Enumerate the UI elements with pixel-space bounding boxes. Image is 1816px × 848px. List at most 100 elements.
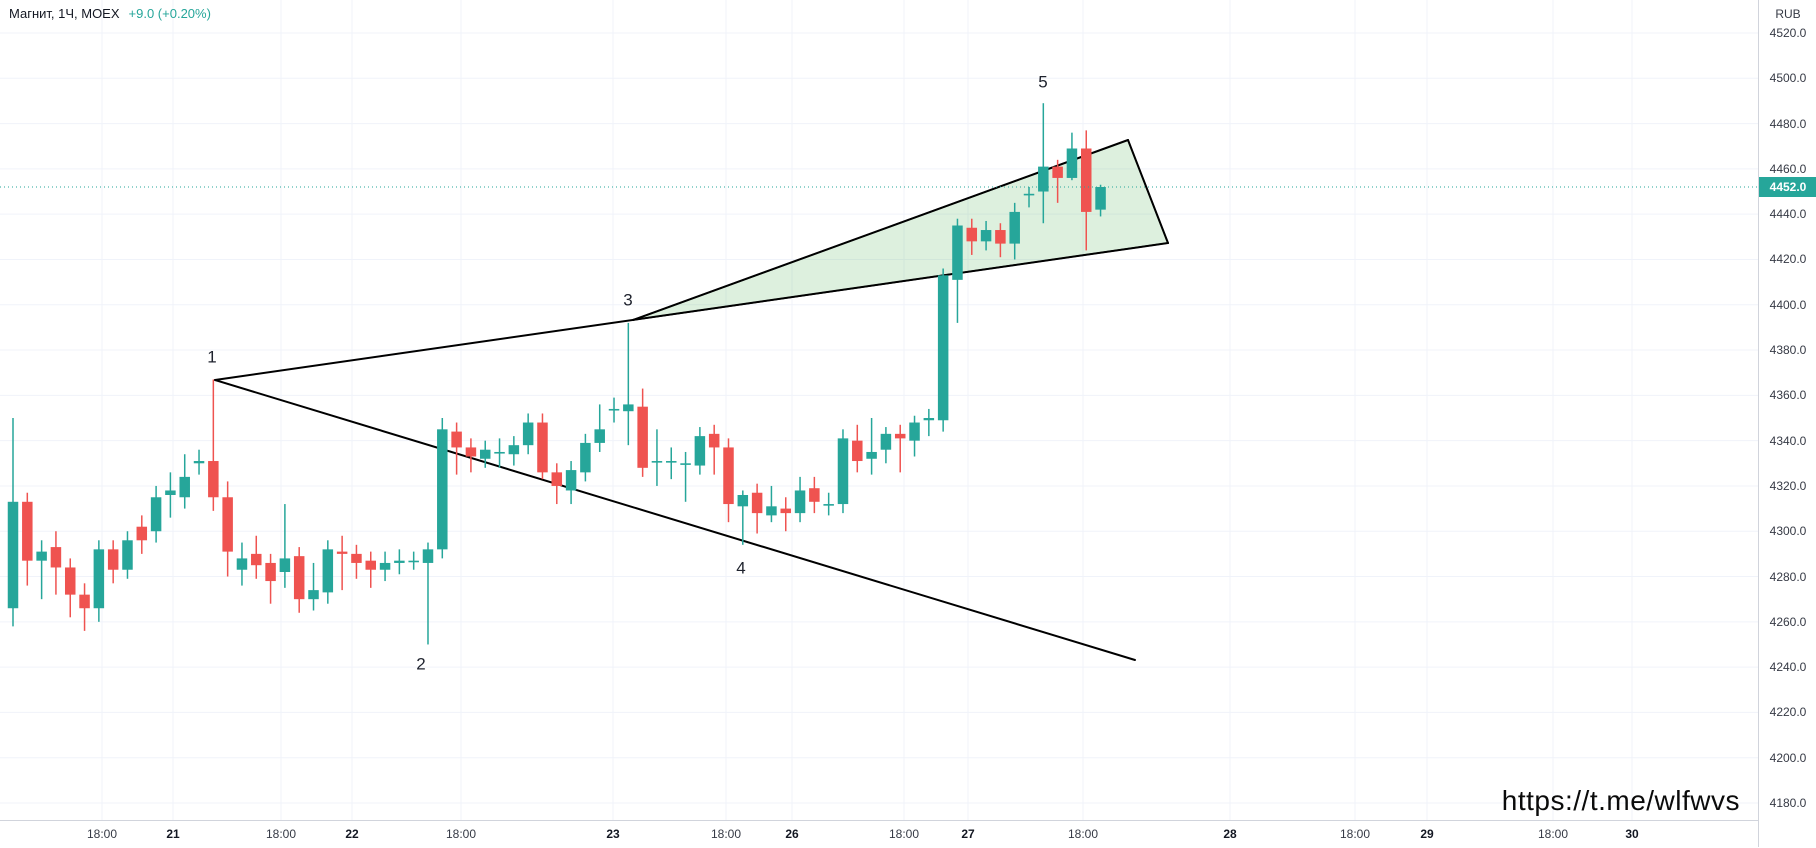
candle-down <box>50 531 62 595</box>
candle-up <box>394 549 405 575</box>
candle-up <box>1023 186 1035 208</box>
line-declining[interactable] <box>214 379 1136 661</box>
candle-up <box>651 429 663 486</box>
candle-down <box>293 547 305 613</box>
candle-up <box>437 417 448 559</box>
wave-label-3[interactable]: 3 <box>623 291 632 310</box>
candle-up <box>694 427 706 475</box>
symbol-legend[interactable]: Магнит, 1Ч, MOEX +9.0 (+0.20%) <box>9 6 211 22</box>
candle-up <box>279 504 291 588</box>
candle-down <box>723 438 734 523</box>
time-tick-label: 18:00 <box>1537 827 1569 841</box>
price-tick-label: 4340.0 <box>1769 433 1807 448</box>
time-tick-label: 18:00 <box>710 827 742 841</box>
candle-up <box>623 322 634 446</box>
candle-down <box>365 551 376 588</box>
candle-down <box>751 483 763 534</box>
price-tick-label: 4480.0 <box>1769 116 1807 131</box>
price-chart-canvas[interactable]: 1 2 3 4 5 <box>0 0 1758 820</box>
candle-up <box>580 433 591 482</box>
wave-label-4[interactable]: 4 <box>736 559 745 578</box>
price-tick-label: 4320.0 <box>1769 478 1807 493</box>
time-tick-label: 22 <box>345 827 359 841</box>
candle-up <box>608 397 620 423</box>
price-tick-label: 4360.0 <box>1769 388 1807 403</box>
wave-label-5[interactable]: 5 <box>1038 73 1047 92</box>
candle-up <box>766 485 777 523</box>
candle-up <box>522 413 534 455</box>
candle-down <box>852 424 863 473</box>
candle-down <box>79 583 90 631</box>
currency-label: RUB <box>1775 7 1801 21</box>
candle-up <box>880 427 892 464</box>
candle-up <box>823 492 834 516</box>
time-tick-label: 21 <box>166 827 180 841</box>
time-tick-label: 18:00 <box>265 827 297 841</box>
symbol-title[interactable]: Магнит, 1Ч, MOEX <box>9 6 120 21</box>
candle-up <box>923 408 935 437</box>
candle-down <box>637 388 648 477</box>
candle-up <box>866 417 877 475</box>
candle-up <box>1095 184 1106 217</box>
price-tick-label: 4300.0 <box>1769 524 1807 539</box>
candle-up <box>1009 202 1020 260</box>
candle-up <box>308 562 319 611</box>
candle-up <box>1066 132 1078 181</box>
line-1-3-extended[interactable] <box>214 242 1169 381</box>
candle-up <box>408 551 419 570</box>
price-tick-label: 4280.0 <box>1769 569 1807 584</box>
time-tick-label: 18:00 <box>1339 827 1371 841</box>
candle-down <box>64 558 76 618</box>
price-tick-label: 4400.0 <box>1769 297 1807 312</box>
candle-up <box>236 542 248 586</box>
wave-label-2[interactable]: 2 <box>416 655 425 674</box>
candle-up <box>7 417 19 627</box>
candle-up <box>379 551 391 582</box>
candle-up <box>980 220 992 251</box>
candle-up <box>322 540 334 604</box>
candle-down <box>351 544 362 579</box>
time-tick-label: 18:00 <box>445 827 477 841</box>
candle-up <box>422 542 434 645</box>
price-axis[interactable]: RUB 4520.0 4500.0 4480.0 4460.0 4440.0 4420.0… <box>1758 0 1816 847</box>
price-tick-label: 4520.0 <box>1769 26 1807 40</box>
time-axis[interactable]: 18:00 21 18:00 22 18:00 23 18:00 26 18:00 27 18:00… <box>0 820 1758 848</box>
time-tick-label: 28 <box>1223 827 1237 841</box>
candle-down <box>265 553 276 604</box>
wave-label-1[interactable]: 1 <box>207 348 216 367</box>
candle-up <box>737 490 749 545</box>
candle-up <box>952 218 963 323</box>
price-tick-label: 4200.0 <box>1769 750 1807 765</box>
candle-up <box>680 451 691 502</box>
candle-down <box>1081 130 1092 251</box>
candle-down <box>222 481 233 577</box>
chart-plot-area[interactable]: 1 2 3 4 5 Магнит, 1Ч, MOEX +9.0 (+0.20%) http… <box>0 0 1758 820</box>
candle-down <box>894 424 906 473</box>
candle-down <box>208 379 219 511</box>
last-price-label: 4452.0 <box>1759 176 1816 197</box>
candle-down <box>107 540 119 584</box>
price-tick-label: 4180.0 <box>1769 795 1807 810</box>
price-tick-label: 4260.0 <box>1769 614 1807 629</box>
candle-up <box>150 485 162 543</box>
candle-up <box>794 476 806 523</box>
candle-down <box>336 535 348 591</box>
candle-up <box>909 415 920 457</box>
candle-down <box>537 413 548 480</box>
candle-down <box>966 218 978 255</box>
candle-up <box>93 540 105 622</box>
candle-down <box>22 492 33 586</box>
candle-down <box>1052 159 1063 203</box>
candle-down <box>995 223 1006 258</box>
candle-up <box>36 540 47 600</box>
wedge-right[interactable] <box>1127 139 1169 244</box>
candle-down <box>551 463 563 505</box>
candle-up <box>193 449 205 475</box>
price-tick-label: 4240.0 <box>1769 660 1807 675</box>
candle-up <box>594 404 605 452</box>
candle-up <box>165 472 176 518</box>
time-tick-label: 18:00 <box>888 827 920 841</box>
time-tick-label: 27 <box>961 827 975 841</box>
candle-up <box>479 440 491 468</box>
